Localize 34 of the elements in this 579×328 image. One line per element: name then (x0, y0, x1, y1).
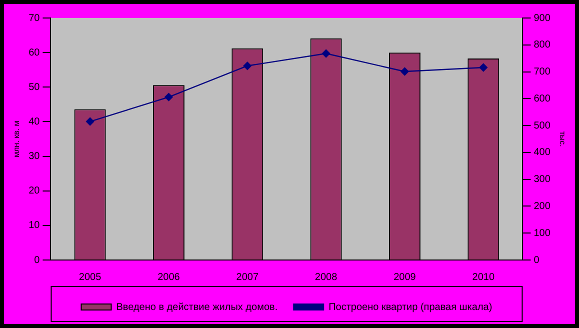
x-tick-label: 2008 (314, 272, 338, 283)
x-tick-label: 2009 (394, 272, 416, 283)
x-tick-label: 2010 (472, 272, 495, 283)
point (243, 62, 252, 70)
y-axis-title: млн. кв. м (12, 120, 22, 158)
y-tick-label: 30 (28, 151, 40, 162)
y2-tick-label: 800 (534, 40, 551, 51)
point (400, 67, 409, 76)
y2-tick-label: 0 (534, 254, 540, 266)
y2-tick-label: 600 (534, 93, 551, 104)
legend-label: Введено в действие жилых домов. (116, 302, 278, 313)
y2-tick-label: 200 (534, 200, 551, 212)
y-tick-label: 0 (34, 254, 40, 266)
y-tick-label: 60 (28, 47, 40, 58)
x-tick-label: 2007 (236, 272, 259, 283)
y2-tick-label: 900 (534, 12, 551, 24)
y-tick-label: 70 (28, 12, 40, 24)
y2-tick-label: 100 (534, 228, 551, 239)
y-tick-label: 50 (28, 82, 40, 93)
y2-tick-label: 500 (534, 120, 551, 132)
y2-tick-label: 300 (534, 174, 551, 186)
x-tick-label: 2005 (78, 272, 102, 283)
y2-tick-label: 400 (534, 147, 551, 158)
y-tick-label: 20 (28, 186, 40, 197)
legend-label: Построено квартир (правая шкала) (328, 302, 492, 313)
y-tick-label: 10 (28, 220, 40, 232)
point (164, 92, 173, 102)
y2-tick-label: 700 (534, 66, 551, 78)
point (322, 49, 330, 58)
point (86, 117, 94, 126)
point (479, 63, 488, 72)
y-tick-label: 40 (28, 116, 40, 128)
x-tick-label: 2006 (158, 272, 180, 283)
y2-axis-title: тыс. (558, 131, 567, 147)
